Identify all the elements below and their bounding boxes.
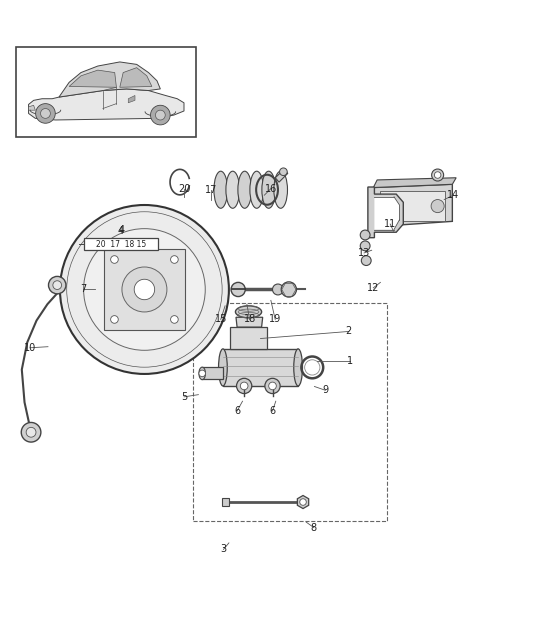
Ellipse shape [219,349,227,386]
Text: 13: 13 [358,248,370,258]
Text: 1: 1 [347,357,353,366]
Circle shape [150,106,170,125]
Text: 5: 5 [181,392,187,402]
Polygon shape [28,106,35,110]
Circle shape [431,200,444,213]
Polygon shape [236,317,263,327]
Circle shape [434,171,441,178]
Text: 4: 4 [118,226,124,236]
Polygon shape [298,495,308,509]
Bar [16,47,196,137]
Text: 7: 7 [80,284,86,295]
Bar [222,497,229,506]
Circle shape [280,168,287,176]
Text: 18: 18 [244,315,256,325]
Circle shape [49,276,66,294]
Circle shape [40,109,50,118]
Circle shape [83,229,205,350]
Circle shape [111,316,118,323]
Ellipse shape [214,171,228,208]
Circle shape [199,370,205,377]
Bar [104,249,185,330]
Text: 9: 9 [322,386,329,395]
Circle shape [240,382,248,390]
Circle shape [26,428,36,437]
Circle shape [265,378,280,394]
Polygon shape [69,70,117,87]
Ellipse shape [294,349,302,386]
Text: 11: 11 [384,219,396,229]
Text: 19: 19 [269,315,281,325]
Circle shape [35,104,55,123]
Polygon shape [223,349,298,386]
Circle shape [122,267,167,312]
Polygon shape [120,68,152,87]
Polygon shape [374,197,399,229]
Ellipse shape [199,367,205,380]
Polygon shape [373,178,456,188]
Circle shape [360,241,370,251]
Polygon shape [28,89,184,120]
Text: 17: 17 [205,185,217,195]
Circle shape [21,423,41,442]
Circle shape [432,169,444,181]
Ellipse shape [235,306,262,318]
Circle shape [360,230,370,240]
Ellipse shape [262,171,276,208]
Text: 8: 8 [311,522,317,533]
Ellipse shape [238,171,252,208]
Circle shape [134,279,155,300]
Polygon shape [275,169,288,182]
Text: 20: 20 [178,183,190,193]
Text: 2: 2 [346,327,352,337]
Polygon shape [368,187,403,238]
Polygon shape [373,184,452,227]
Polygon shape [230,327,267,349]
Text: 6: 6 [269,406,276,416]
Ellipse shape [250,171,264,208]
Circle shape [60,205,229,374]
Circle shape [171,316,178,323]
Circle shape [269,382,276,390]
Circle shape [281,282,296,297]
Ellipse shape [274,171,288,208]
Polygon shape [202,367,223,379]
Circle shape [272,284,283,295]
Ellipse shape [226,171,240,208]
Text: 4: 4 [118,225,124,234]
Text: 16: 16 [265,183,277,193]
Circle shape [53,281,62,290]
Text: 15: 15 [215,315,227,325]
Text: 14: 14 [447,190,459,200]
Circle shape [237,378,252,394]
Circle shape [231,283,245,296]
Circle shape [300,499,306,506]
Circle shape [381,200,394,213]
Text: 6: 6 [234,406,240,416]
Text: 12: 12 [367,283,379,293]
Text: 10: 10 [24,343,36,353]
Text: 3: 3 [220,544,227,555]
Circle shape [155,110,165,120]
Circle shape [111,256,118,263]
Polygon shape [128,95,135,103]
Bar [193,303,387,521]
Circle shape [361,256,371,266]
Bar [380,192,445,221]
Text: 20  17  18 15: 20 17 18 15 [96,240,147,249]
Circle shape [171,256,178,263]
Polygon shape [59,62,160,97]
Bar [84,238,158,250]
